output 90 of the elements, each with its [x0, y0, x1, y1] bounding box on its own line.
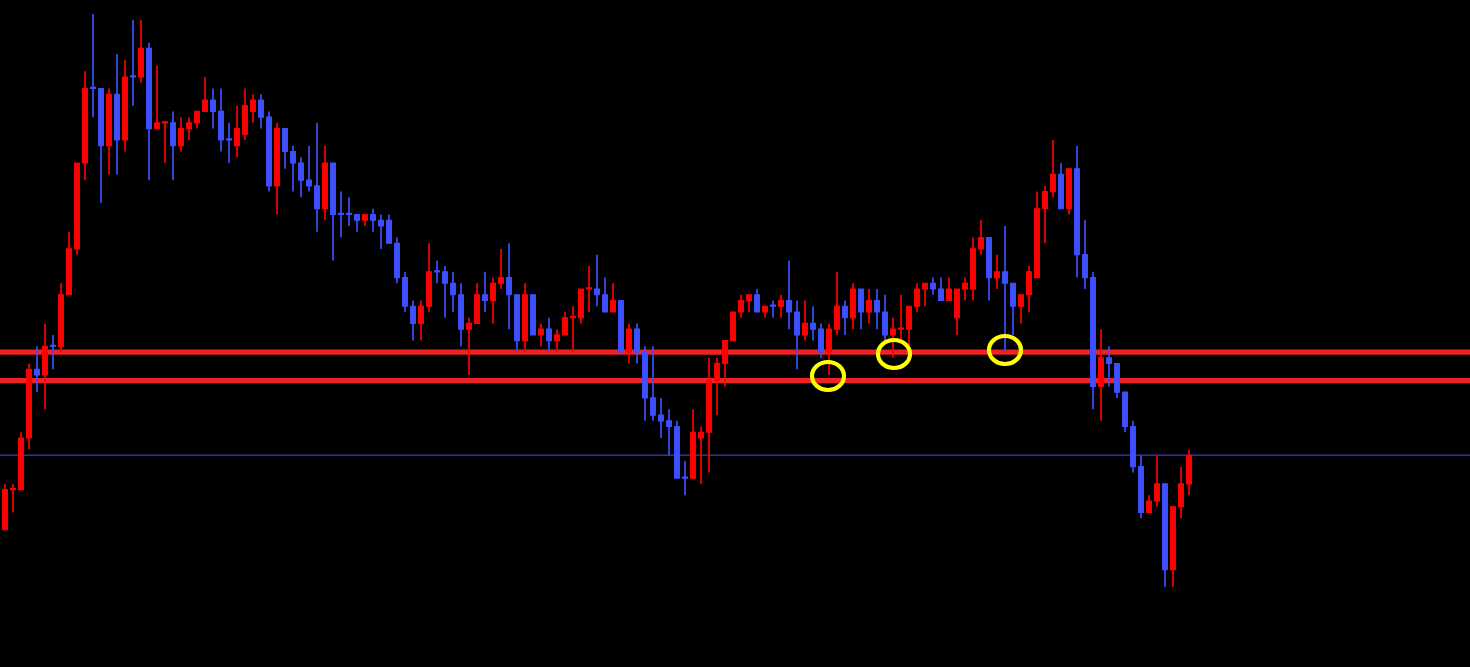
candlestick — [170, 110, 176, 181]
candlestick — [658, 397, 664, 439]
candlestick — [1018, 293, 1024, 325]
candlestick — [466, 316, 472, 376]
candlestick — [1050, 139, 1056, 199]
candlestick — [90, 13, 96, 118]
candlestick — [834, 271, 840, 336]
candlestick — [314, 122, 320, 233]
candlestick — [186, 116, 192, 141]
candlestick — [1154, 454, 1160, 508]
candlestick — [818, 322, 824, 359]
candlestick — [498, 248, 504, 290]
candlestick — [10, 483, 16, 514]
candlestick — [202, 76, 208, 113]
candlestick — [938, 276, 944, 302]
candlestick — [842, 299, 848, 336]
candlestick — [1106, 345, 1112, 388]
candlestick — [1082, 219, 1088, 290]
candlestick — [570, 305, 576, 353]
candlestick — [898, 293, 904, 342]
candlestick — [258, 93, 264, 130]
candlestick — [298, 156, 304, 199]
candlestick — [226, 122, 232, 164]
candlestick — [282, 127, 288, 170]
candlestick — [786, 259, 792, 330]
candlestick — [994, 253, 1000, 290]
candlestick — [178, 116, 184, 153]
candlestick — [594, 253, 600, 308]
candlestick — [650, 345, 656, 422]
candlestick — [826, 322, 832, 376]
candlestick — [450, 271, 456, 313]
candlestick — [802, 299, 808, 342]
candlestick — [978, 219, 984, 256]
candlestick — [858, 288, 864, 330]
candlestick — [1026, 265, 1032, 313]
candlestick — [434, 259, 440, 285]
candlestick — [738, 293, 744, 319]
candlestick — [554, 328, 560, 353]
candlestick — [290, 144, 296, 193]
candlestick — [234, 104, 240, 159]
candlestick — [210, 87, 216, 130]
candlestick — [794, 299, 800, 371]
candlestick — [890, 316, 896, 359]
candlestick — [1010, 282, 1016, 336]
candlestick — [546, 316, 552, 353]
candlestick — [130, 18, 136, 107]
candlestick — [1002, 225, 1008, 353]
candlestick — [1042, 185, 1048, 245]
candlestick — [442, 265, 448, 319]
candlestick — [370, 207, 376, 233]
candlestick — [154, 64, 160, 130]
candlestick — [666, 408, 672, 457]
candlestick — [714, 356, 720, 416]
candlestick — [482, 271, 488, 313]
candlestick — [506, 242, 512, 330]
candlestick — [602, 276, 608, 313]
candlestick — [538, 322, 544, 348]
candlestick — [634, 322, 640, 365]
candlestick — [770, 299, 776, 319]
candlestick — [810, 305, 816, 342]
candlestick — [946, 276, 952, 302]
candlestick — [610, 282, 616, 313]
candlestick — [1178, 465, 1184, 520]
candlestick — [410, 299, 416, 342]
candlestick — [346, 196, 352, 227]
candlestick — [250, 93, 256, 124]
candlestick — [626, 322, 632, 365]
candlestick — [922, 282, 928, 308]
candlestick — [874, 288, 880, 330]
candlestick — [306, 144, 312, 193]
candlestick — [906, 305, 912, 348]
candlestick — [50, 334, 56, 371]
candlestick — [386, 213, 392, 245]
candlestick — [778, 293, 784, 319]
candlestick — [682, 460, 688, 497]
candlestick — [866, 288, 872, 325]
candlestick — [418, 299, 424, 342]
candlestick — [562, 311, 568, 336]
candlestick — [586, 265, 592, 313]
candlestick — [34, 345, 40, 394]
candlestick — [962, 276, 968, 302]
candlestick — [754, 288, 760, 313]
candlestick — [914, 282, 920, 313]
candlestick — [722, 339, 728, 388]
candlestick — [698, 425, 704, 485]
candlestick — [338, 190, 344, 239]
candlestick — [490, 276, 496, 325]
candlestick — [162, 121, 168, 164]
candlestick — [378, 213, 384, 250]
candlestick — [882, 293, 888, 342]
